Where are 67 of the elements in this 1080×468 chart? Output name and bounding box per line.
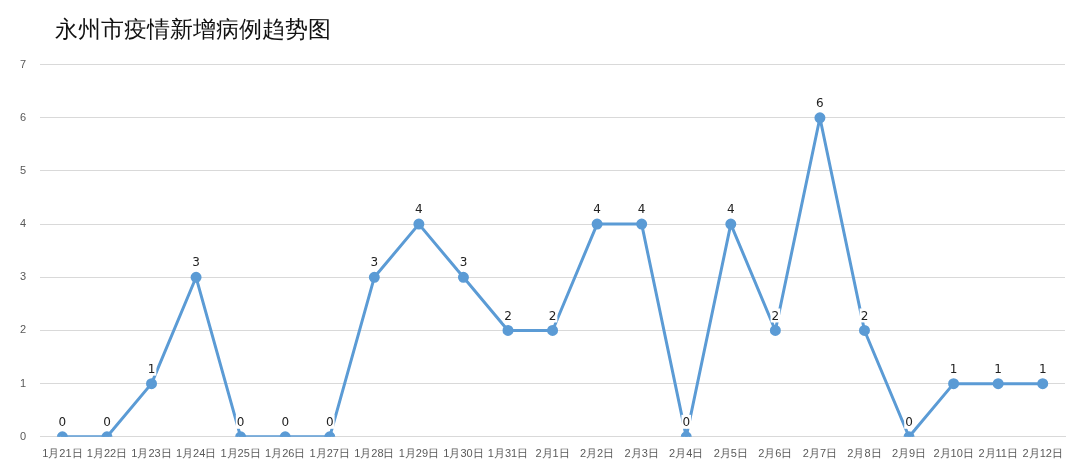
data-label: 4 [637,202,646,217]
x-tick-label: 2月10日 [933,447,974,460]
x-tick-label: 1月23日 [131,447,172,460]
data-label: 0 [905,414,913,429]
data-label: 1 [1038,361,1047,376]
data-label: 0 [103,414,111,429]
x-tick-label: 1月29日 [398,447,440,460]
x-tick-label: 1月21日 [42,447,83,460]
point [457,271,469,283]
x-tick-label: 2月5日 [713,447,748,460]
y-tick-label: 4 [19,217,27,230]
data-label: 1 [994,361,1002,376]
data-label: 4 [726,202,735,217]
point [190,271,202,283]
point [368,271,380,283]
point [636,218,648,230]
y-tick-label: 6 [19,110,27,123]
point [814,112,826,124]
data-label: 0 [325,414,334,429]
point [547,324,559,336]
data-label: 0 [682,414,691,429]
data-label: 1 [147,361,156,376]
y-tick-label: 3 [19,270,27,283]
point [413,218,425,230]
data-label: 2 [771,308,780,323]
point [591,218,603,230]
x-tick-label: 1月22日 [86,447,128,460]
y-tick-label: 2 [19,323,27,336]
y-tick-label: 0 [19,429,27,442]
data-label: 2 [548,308,557,323]
data-label: 2 [860,308,869,323]
data-label: 2 [504,308,512,323]
data-label: 4 [593,202,601,217]
y-tick-label: 1 [19,376,27,389]
point [502,324,514,336]
y-tick-label: 7 [19,57,27,70]
data-label: 6 [816,95,824,110]
chart-title: 永州市疫情新增病例趋势图 [55,15,331,44]
data-label: 3 [192,255,200,270]
data-label: 4 [415,202,423,217]
x-tick-label: 2月9日 [891,447,927,460]
x-tick-label: 1月31日 [487,447,529,460]
data-label: 3 [459,255,468,270]
point [858,324,870,336]
x-tick-label: 2月8日 [847,447,882,460]
x-tick-label: 2月3日 [624,447,659,460]
x-tick-label: 1月25日 [220,447,261,460]
x-tick-label: 2月2日 [579,447,615,460]
x-tick-label: 2月1日 [535,447,570,460]
data-label: 3 [370,255,379,270]
x-tick-label: 1月24日 [175,447,217,460]
point [725,218,737,230]
x-tick-label: 2月4日 [669,447,704,460]
x-tick-label: 1月27日 [309,447,350,460]
x-tick-label: 2月7日 [802,447,838,460]
x-tick-label: 1月28日 [354,447,395,460]
data-label: 1 [949,361,958,376]
data-label: 0 [281,414,290,429]
data-label: 0 [236,414,245,429]
x-tick-label: 2月12日 [1022,447,1063,460]
data-label: 0 [58,414,67,429]
point [769,324,781,336]
x-tick-label: 1月30日 [443,447,484,460]
x-tick-label: 2月6日 [758,447,793,460]
x-tick-label: 2月11日 [978,447,1018,460]
x-tick-label: 1月26日 [265,447,306,460]
y-tick-label: 5 [19,163,27,176]
